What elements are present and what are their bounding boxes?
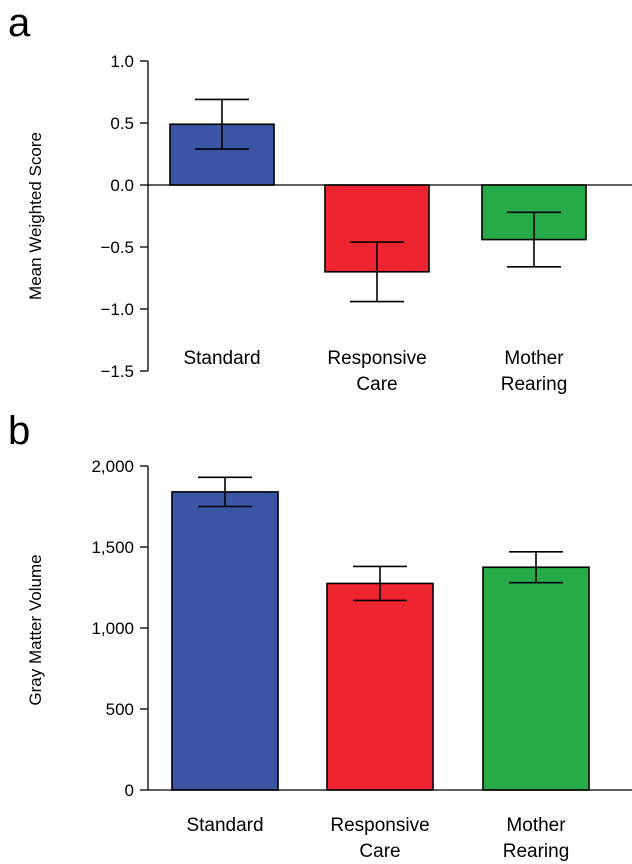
panel-b-y-tick-label: 0 [125,781,134,800]
panel-a-category-label-2: Care [356,374,397,395]
panel-a-y-tick-label: 1.0 [110,52,134,71]
panel-a-category-label-3: Mother [504,348,564,369]
panel-b-category-label-3: Rearing [503,841,570,862]
panel-a-y-tick-label: −0.5 [100,238,134,257]
panel-a-y-axis-label: Mean Weighted Score [26,132,45,300]
panel-a: a Mean Weighted Score 1.0 0.5 0.0 −0.5 −1.0 −… [8,1,632,395]
panel-a-y-tick-label: 0.5 [110,114,134,133]
panel-b-bar-2 [326,582,434,791]
panel-b-category-label-2: Responsive [330,815,429,836]
panel-b: b Gray Matter Volume 0 500 1,000 1,500 2,000… [8,409,632,862]
panel-b-y-tick-label: 500 [106,700,134,719]
panel-a-letter: a [8,1,31,45]
panel-a-y-tick-label: −1.0 [100,300,134,319]
panel-a-category-label-2: Responsive [327,348,426,369]
panel-b-y-tick-label: 2,000 [91,457,134,476]
panel-b-category-label-1: Standard [186,815,263,836]
panel-b-bar-1 [171,491,279,791]
panel-b-bar-3 [482,566,590,791]
panel-a-y-tick-label: −1.5 [100,362,134,381]
panel-b-letter: b [8,409,30,453]
panel-b-y-tick-label: 1,500 [91,538,134,557]
panel-b-y-tick-label: 1,000 [91,619,134,638]
panel-a-category-label-3: Rearing [501,374,568,395]
panel-b-category-label-2: Care [359,841,400,862]
panel-b-y-axis-label: Gray Matter Volume [26,554,45,705]
panel-a-y-tick-label: 0.0 [110,176,134,195]
panel-b-category-label-3: Mother [506,815,566,836]
panel-a-category-label-1: Standard [183,348,260,369]
